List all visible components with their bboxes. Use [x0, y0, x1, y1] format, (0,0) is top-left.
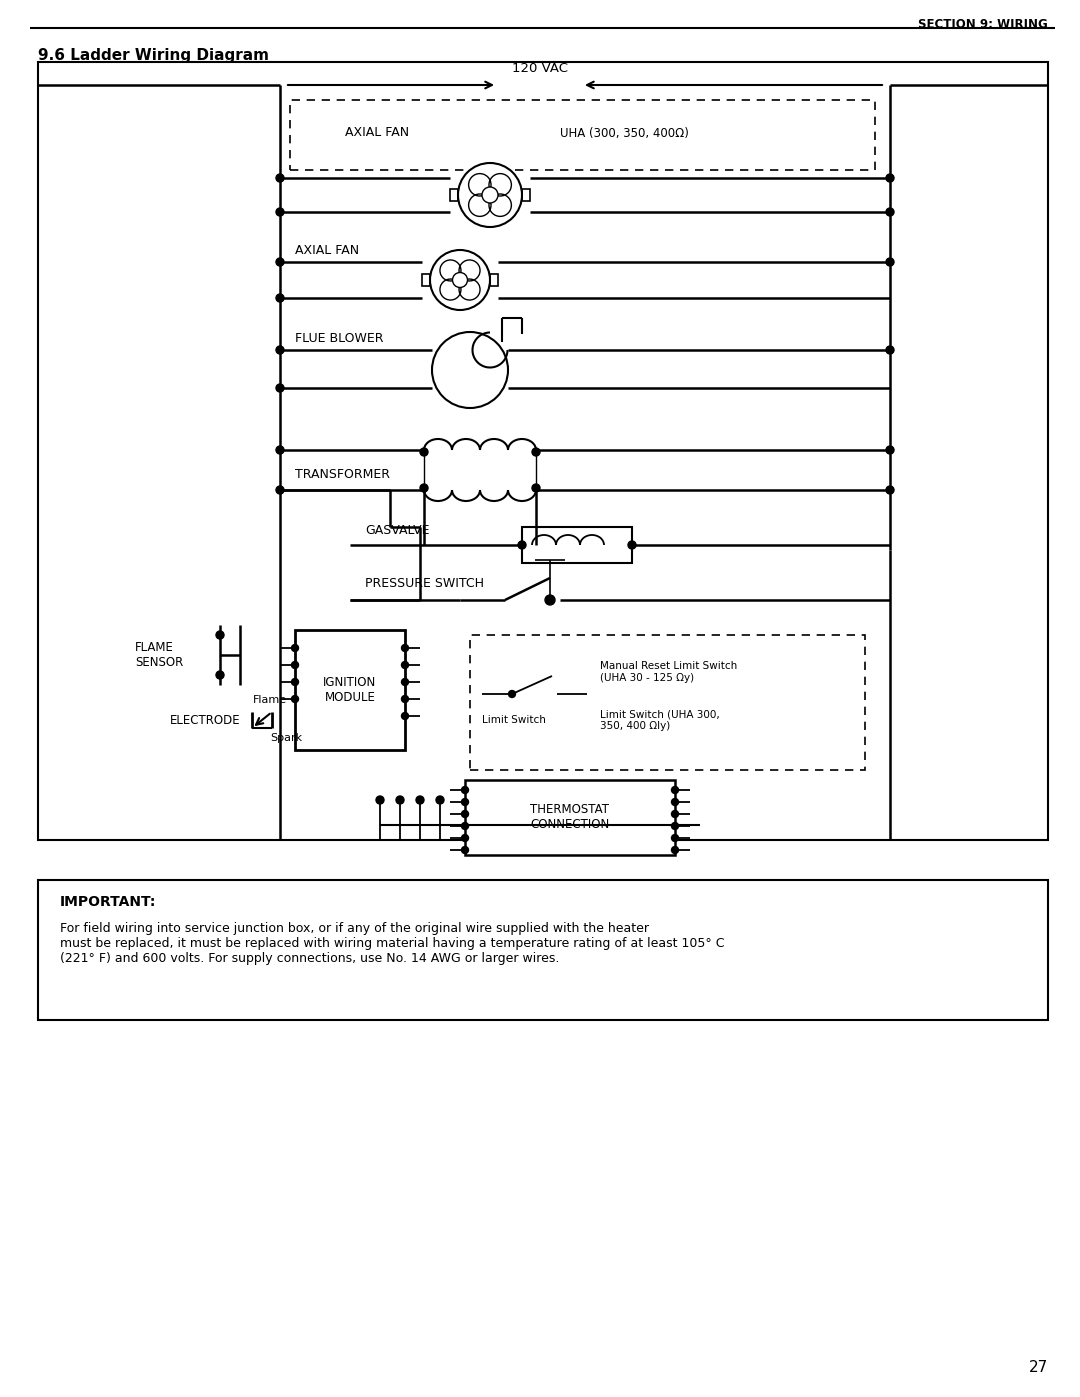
Circle shape	[461, 847, 469, 854]
Circle shape	[276, 346, 284, 353]
Circle shape	[376, 796, 384, 805]
Text: Limit Switch (UHA 300,
350, 400 Ωly): Limit Switch (UHA 300, 350, 400 Ωly)	[600, 710, 719, 731]
Circle shape	[276, 293, 284, 302]
Circle shape	[461, 834, 469, 841]
Circle shape	[627, 541, 636, 549]
Polygon shape	[240, 731, 264, 750]
Bar	[450, 189, 458, 201]
Bar	[470, 636, 865, 770]
Circle shape	[292, 662, 298, 669]
Circle shape	[672, 799, 678, 806]
Circle shape	[458, 163, 522, 226]
Circle shape	[276, 258, 284, 265]
Circle shape	[886, 175, 894, 182]
Text: UHA (300, 350, 400Ω): UHA (300, 350, 400Ω)	[561, 127, 689, 140]
Circle shape	[402, 679, 408, 686]
Circle shape	[509, 690, 515, 697]
Text: GASVALVE: GASVALVE	[365, 524, 430, 536]
Bar	[295, 630, 405, 750]
Bar	[490, 274, 498, 286]
Circle shape	[276, 208, 284, 217]
Circle shape	[886, 446, 894, 454]
Bar	[38, 61, 1048, 840]
Circle shape	[420, 483, 428, 492]
Circle shape	[532, 448, 540, 455]
Bar	[522, 527, 632, 563]
Bar	[465, 780, 675, 855]
Circle shape	[672, 847, 678, 854]
Circle shape	[672, 787, 678, 793]
Circle shape	[292, 679, 298, 686]
Circle shape	[276, 384, 284, 393]
Text: 27: 27	[1029, 1361, 1048, 1375]
Text: AXIAL FAN: AXIAL FAN	[345, 127, 409, 140]
Circle shape	[430, 250, 490, 310]
Circle shape	[276, 446, 284, 454]
Text: FLUE BLOWER: FLUE BLOWER	[295, 332, 383, 345]
Circle shape	[432, 332, 508, 408]
Circle shape	[886, 346, 894, 353]
Bar	[522, 189, 530, 201]
Circle shape	[545, 595, 555, 605]
Text: TRANSFORMER: TRANSFORMER	[295, 468, 390, 482]
Circle shape	[482, 187, 498, 203]
Bar	[291, 101, 875, 170]
Circle shape	[402, 644, 408, 651]
Text: IMPORTANT:: IMPORTANT:	[60, 895, 157, 909]
Circle shape	[461, 787, 469, 793]
Circle shape	[216, 671, 224, 679]
Text: THERMOSTAT
CONNECTION: THERMOSTAT CONNECTION	[530, 803, 609, 831]
Text: FLAME
SENSOR: FLAME SENSOR	[135, 641, 184, 669]
Circle shape	[672, 823, 678, 830]
Bar	[38, 880, 1048, 1020]
Text: Limit Switch: Limit Switch	[482, 715, 545, 725]
Circle shape	[276, 175, 284, 182]
Circle shape	[453, 272, 468, 288]
Circle shape	[402, 662, 408, 669]
Circle shape	[461, 823, 469, 830]
Text: For field wiring into service junction box, or if any of the original wire suppl: For field wiring into service junction b…	[60, 922, 725, 965]
Circle shape	[292, 696, 298, 703]
Circle shape	[461, 810, 469, 817]
Circle shape	[886, 208, 894, 217]
Circle shape	[396, 796, 404, 805]
Text: 120 VAC: 120 VAC	[512, 61, 568, 75]
Circle shape	[886, 258, 894, 265]
Text: Flame: Flame	[253, 694, 287, 705]
Circle shape	[402, 696, 408, 703]
Bar	[422, 274, 430, 286]
Circle shape	[436, 796, 444, 805]
Text: 9.6 Ladder Wiring Diagram: 9.6 Ladder Wiring Diagram	[38, 47, 269, 63]
Text: Spark: Spark	[270, 733, 302, 743]
Circle shape	[420, 448, 428, 455]
Circle shape	[276, 486, 284, 495]
Circle shape	[416, 796, 424, 805]
Text: AXIAL FAN: AXIAL FAN	[295, 244, 360, 257]
Circle shape	[461, 799, 469, 806]
Text: ELECTRODE: ELECTRODE	[170, 714, 241, 726]
Text: SECTION 9: WIRING: SECTION 9: WIRING	[918, 18, 1048, 31]
Circle shape	[216, 631, 224, 638]
Text: Manual Reset Limit Switch
(UHA 30 - 125 Ωy): Manual Reset Limit Switch (UHA 30 - 125 …	[600, 661, 738, 683]
Text: PRESSURE SWITCH: PRESSURE SWITCH	[365, 577, 484, 590]
Circle shape	[672, 810, 678, 817]
Circle shape	[402, 712, 408, 719]
Circle shape	[518, 541, 526, 549]
Circle shape	[292, 644, 298, 651]
Text: IGNITION
MODULE: IGNITION MODULE	[323, 676, 377, 704]
Circle shape	[532, 483, 540, 492]
Circle shape	[672, 834, 678, 841]
Circle shape	[886, 486, 894, 495]
